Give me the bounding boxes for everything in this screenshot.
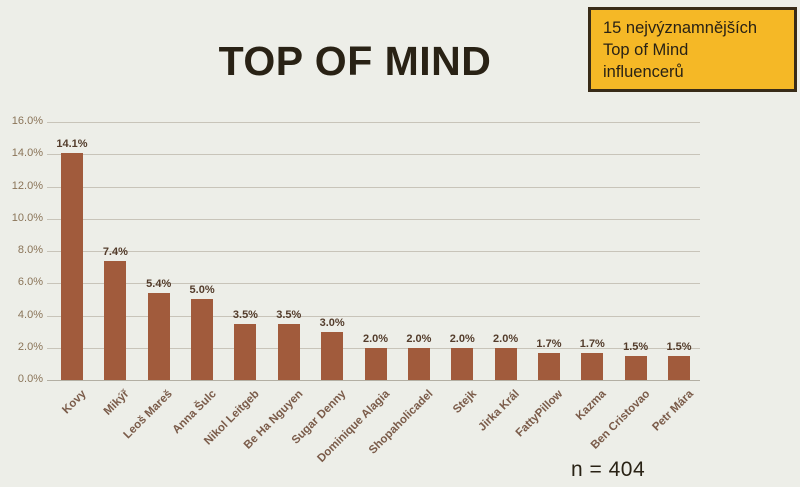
y-axis-label: 2.0% <box>17 340 43 353</box>
category-label: Stejk <box>450 388 479 416</box>
gridline <box>47 283 700 285</box>
bar-value-label: 1.7% <box>536 337 562 350</box>
bar-nikol-leitgeb <box>234 323 257 380</box>
bar-value-label: 7.4% <box>102 245 128 258</box>
bar-mik- <box>104 260 127 380</box>
bar-kovy <box>61 152 83 380</box>
bar-anna-ulc <box>191 299 214 380</box>
gridline <box>47 251 700 252</box>
bar-value-label: 3.5% <box>276 308 302 321</box>
category-label: Kazma <box>574 388 609 423</box>
bar-jirka-kr-l <box>494 347 517 380</box>
bar-kazma <box>581 352 604 380</box>
bar-dominique-alagia <box>364 347 387 380</box>
bar-value-label: 5.0% <box>189 284 215 297</box>
category-label: Kovy <box>60 388 89 417</box>
y-axis-label: 0.0% <box>17 373 43 385</box>
bar-fattypillow <box>537 352 560 380</box>
category-label: Mikýř <box>102 388 132 418</box>
y-axis-label: 14.0% <box>11 147 43 160</box>
gridline <box>47 122 700 123</box>
bar-stejk <box>451 347 474 380</box>
bar-be-ha-nguyen <box>277 323 300 380</box>
bar-value-label: 5.4% <box>146 277 172 290</box>
y-axis-label: 4.0% <box>17 308 43 321</box>
gridline <box>47 218 700 220</box>
y-axis-label: 10.0% <box>11 211 43 224</box>
bar-value-label: 2.0% <box>449 332 475 345</box>
bar-value-label: 3.0% <box>319 316 345 329</box>
bar-leo-mare- <box>147 292 170 380</box>
gridline <box>47 315 700 317</box>
gridline <box>47 154 700 156</box>
chart-title: TOP OF MIND <box>218 38 492 84</box>
bar-value-label: 2.0% <box>362 332 389 345</box>
bar-value-label: 2.0% <box>493 332 519 345</box>
bar-shopaholicadel <box>407 347 430 380</box>
gridline <box>47 380 700 381</box>
category-label: Petr Mára <box>649 388 696 434</box>
category-label: Jirka Král <box>476 388 523 434</box>
y-axis-label: 6.0% <box>17 276 43 289</box>
bar-value-label: 3.5% <box>232 308 258 321</box>
y-axis-label: 16.0% <box>11 115 43 127</box>
bar-value-label: 14.1% <box>56 137 88 150</box>
y-axis-label: 12.0% <box>11 179 43 192</box>
bar-value-label: 1.5% <box>623 340 649 353</box>
top-of-mind-badge: 15 nejvýznamnějších Top of Mind influenc… <box>588 7 797 92</box>
bar-petr-m-ra <box>668 355 691 380</box>
bar-value-label: 1.5% <box>666 340 692 353</box>
bar-value-label: 2.0% <box>406 332 432 345</box>
gridline <box>47 186 700 188</box>
sample-size-footnote: n = 404 <box>571 458 646 481</box>
bar-value-label: 1.7% <box>579 337 605 350</box>
y-axis-label: 8.0% <box>17 244 43 256</box>
bar-ben-cristovao <box>624 355 647 380</box>
bar-sugar-denny <box>321 331 344 380</box>
